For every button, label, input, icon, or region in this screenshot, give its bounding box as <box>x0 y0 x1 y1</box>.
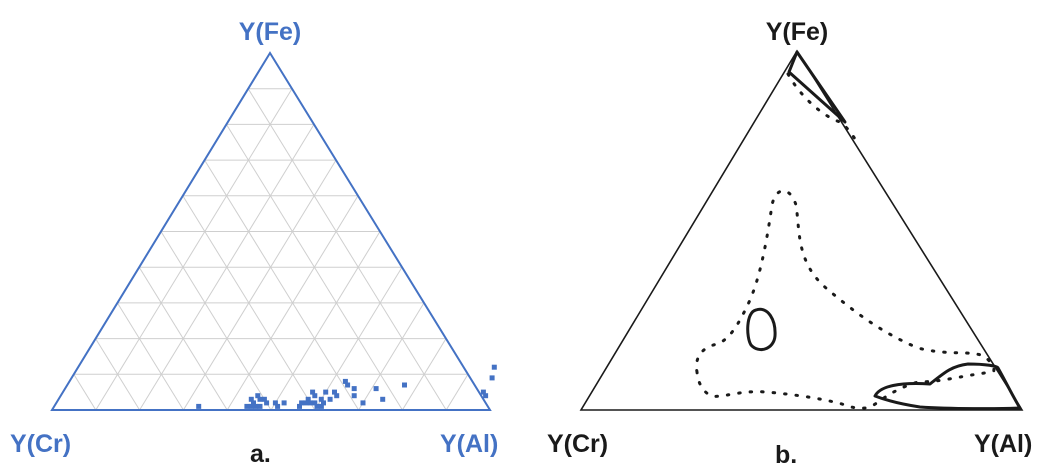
data-point <box>321 400 326 406</box>
grid-line-cr <box>225 124 403 411</box>
field-top-wedge <box>787 50 847 124</box>
apex-label-top: Y(Fe) <box>766 18 829 46</box>
data-point <box>334 393 340 399</box>
data-point <box>272 400 278 406</box>
grid-line-cr <box>247 88 447 411</box>
panel-a-ternary-plot: Y(Fe) Y(Cr) Y(Al) a. <box>10 18 498 468</box>
data-point <box>299 400 305 406</box>
data-point <box>480 389 486 395</box>
data-point <box>332 389 337 395</box>
panel-b-field-diagram: Y(Fe) Y(Cr) Y(Al) b. <box>547 18 1032 469</box>
data-point <box>257 396 263 402</box>
apex-label-right: Y(Al) <box>974 430 1032 458</box>
data-point <box>491 364 497 370</box>
grid-line-cr <box>138 266 228 411</box>
grid-line-al <box>95 88 293 411</box>
data-point <box>314 403 320 409</box>
data-point <box>257 403 263 409</box>
data-point <box>261 396 267 402</box>
data-point <box>351 393 357 399</box>
field-top-dotted <box>786 72 860 147</box>
apex-label-top: Y(Fe) <box>239 18 302 46</box>
ternary-triangle <box>579 49 1024 411</box>
field-small-oval <box>746 307 777 352</box>
data-point <box>489 375 495 381</box>
apex-label-left: Y(Cr) <box>10 430 71 458</box>
data-point <box>248 403 254 409</box>
data-point <box>345 382 351 388</box>
field-bottom-right <box>873 362 1022 411</box>
data-point <box>264 400 270 406</box>
grid-line-cr <box>116 302 184 411</box>
data-point <box>248 396 254 402</box>
data-point <box>307 400 313 406</box>
data-point <box>281 400 287 406</box>
grid-line-al <box>358 302 425 411</box>
data-point <box>342 378 348 384</box>
grid-line-al <box>182 159 337 411</box>
field-large-dotted <box>694 189 996 410</box>
data-point <box>360 400 366 406</box>
data-point <box>327 396 333 402</box>
data-point <box>196 403 202 409</box>
data-point <box>251 400 256 406</box>
data-point <box>303 400 309 406</box>
data-point <box>380 396 386 402</box>
data-point <box>305 396 311 402</box>
grid-line-cr <box>204 159 360 411</box>
apex-label-right: Y(Al) <box>440 430 498 458</box>
data-point <box>312 393 318 399</box>
grid-line-cr <box>73 374 97 411</box>
data-point <box>255 393 261 399</box>
data-point <box>402 382 407 388</box>
grid-line-al <box>270 231 381 411</box>
data-point <box>351 386 357 392</box>
grid-line-cr <box>182 195 316 411</box>
data-point <box>312 400 318 406</box>
data-point <box>275 403 281 409</box>
data-point <box>483 393 489 399</box>
panel-label-b: b. <box>775 441 797 469</box>
panel-label-a: a. <box>250 440 271 468</box>
data-point <box>297 403 302 409</box>
grid-line-al <box>445 374 469 411</box>
data-point <box>323 389 329 395</box>
data-point <box>244 403 250 409</box>
ternary-grid <box>73 88 469 411</box>
apex-label-left: Y(Cr) <box>547 430 608 458</box>
data-point <box>318 396 324 402</box>
data-point <box>310 389 316 395</box>
data-points <box>196 364 497 409</box>
ternary-triangle <box>50 51 492 411</box>
grid-line-cr <box>95 338 141 411</box>
grid-line-cr <box>160 231 272 411</box>
data-point <box>373 386 379 392</box>
data-point <box>253 403 259 409</box>
data-point <box>318 403 324 409</box>
